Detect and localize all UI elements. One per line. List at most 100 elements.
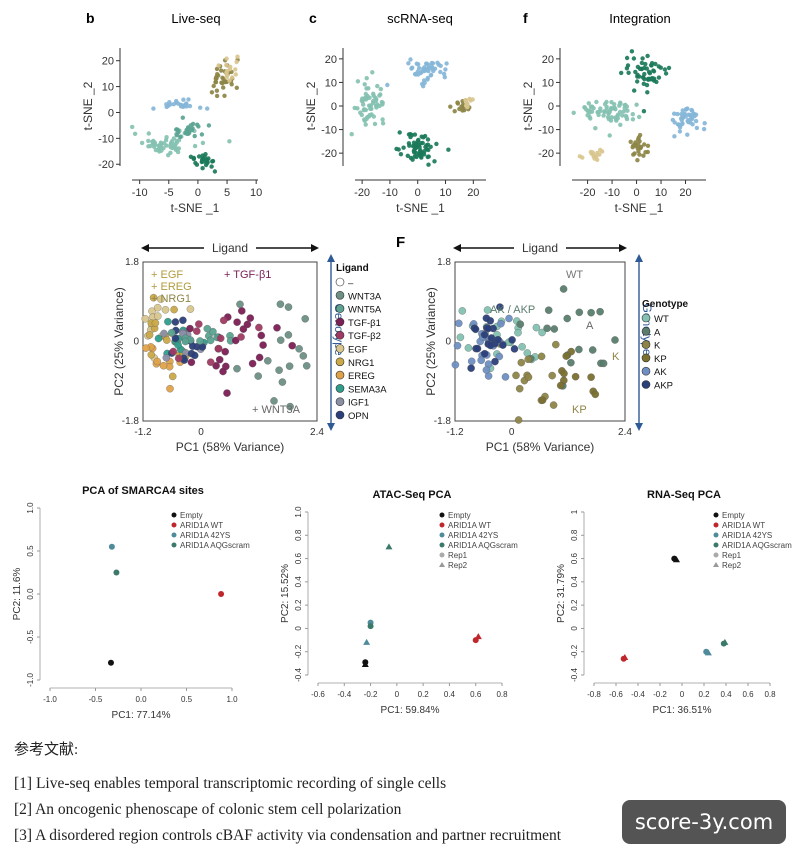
point <box>641 153 646 158</box>
point <box>221 347 229 356</box>
point <box>467 357 476 366</box>
y-axis-label: t-SNE _2 <box>521 81 535 130</box>
legend-swatch <box>439 532 445 538</box>
point <box>151 106 156 111</box>
legend-swatch <box>439 542 445 548</box>
y-tick-label: 20 <box>102 56 114 68</box>
arrow-head <box>635 254 643 262</box>
point-triangle <box>673 556 680 563</box>
x-axis-label: t-SNE _1 <box>396 201 445 215</box>
point <box>477 356 485 365</box>
point <box>158 140 164 145</box>
legend-label: NRG1 <box>348 358 374 369</box>
plot-title: ATAC-Seq PCA <box>372 489 451 501</box>
point <box>206 336 215 345</box>
x-tick-label: 10 <box>250 187 262 199</box>
point <box>213 79 218 85</box>
annotation: A <box>586 320 594 332</box>
point <box>205 160 210 166</box>
point <box>176 130 181 135</box>
legend-swatch <box>713 552 719 558</box>
point <box>276 300 285 308</box>
y-tick-label: -0.2 <box>570 644 579 658</box>
legend-label: EREG <box>348 371 375 382</box>
x-axis-label: t-SNE _1 <box>615 201 664 215</box>
legend-swatch <box>335 384 345 393</box>
point <box>426 162 431 167</box>
reference-item-3[interactable]: [3] A disordered region controls cBAF ac… <box>14 827 562 844</box>
panel-letter-F: F <box>396 234 405 251</box>
annotation: + EREG <box>151 281 192 293</box>
x-tick-label: -20 <box>354 187 370 199</box>
point <box>211 83 216 89</box>
point <box>270 397 278 405</box>
point <box>146 144 151 149</box>
reference-item-1[interactable]: [1] Live-seq enables temporal transcript… <box>14 775 447 792</box>
y-axis-label: PC2 (25% Variance) <box>424 287 438 396</box>
point <box>645 90 650 95</box>
y-tick-label: 0.0 <box>26 588 35 600</box>
x-tick-label: 20 <box>679 187 691 199</box>
x-tick-label: 0.0 <box>135 695 147 704</box>
point <box>604 99 609 105</box>
point <box>378 86 383 92</box>
point <box>160 329 168 338</box>
point <box>214 344 223 353</box>
legend-label: ARID1A WT <box>448 521 491 530</box>
point <box>644 82 650 88</box>
point <box>556 381 565 390</box>
legend-swatch <box>713 542 719 548</box>
point <box>636 142 641 147</box>
point <box>214 88 220 93</box>
point <box>482 366 491 374</box>
legend-swatch <box>171 522 177 528</box>
point <box>587 308 595 317</box>
point <box>174 138 180 144</box>
point <box>145 331 154 339</box>
point <box>471 325 480 334</box>
point <box>385 82 390 88</box>
point <box>560 369 568 378</box>
legend-label: WNT5A <box>348 305 382 316</box>
point <box>168 144 173 150</box>
y-axis-label: PC2: 31.79% <box>556 564 567 623</box>
legend-label: TGF-β2 <box>348 331 381 342</box>
point <box>702 121 707 126</box>
x-tick-label: -10 <box>604 187 620 199</box>
point <box>425 154 430 160</box>
legend-label: ARID1A 42YS <box>722 531 772 540</box>
y-tick-label: -0.2 <box>294 644 303 658</box>
point <box>643 61 648 67</box>
y-tick-label: 0.2 <box>294 599 303 611</box>
point <box>380 100 385 105</box>
point <box>167 328 176 337</box>
point <box>532 323 541 332</box>
y-tick-label: -10 <box>98 133 114 145</box>
arrow-head <box>311 244 319 252</box>
point <box>189 127 195 133</box>
y-tick-label: -10 <box>321 125 337 137</box>
point <box>653 61 658 67</box>
point <box>235 54 240 59</box>
legend-label: SEMA3A <box>348 384 387 395</box>
panel-rna-seq-pca: RNA-Seq PCA -0.8 -0.6 -0.4 -0.2 0 0.2 0.4 0.6 0.8… <box>556 489 792 716</box>
point <box>363 91 368 97</box>
x-tick-label: -0.2 <box>653 690 667 699</box>
point <box>666 65 672 71</box>
point <box>637 114 642 120</box>
point <box>647 76 652 82</box>
point <box>552 340 560 349</box>
y-tick-label: 1.8 <box>437 257 451 268</box>
point <box>461 106 466 111</box>
point <box>637 152 642 157</box>
point <box>192 133 197 139</box>
point <box>212 362 220 370</box>
point <box>174 354 183 363</box>
point <box>614 117 619 122</box>
annotation: + WNT3A <box>252 404 301 416</box>
point <box>606 110 611 116</box>
annotation: AK / AKP <box>490 304 535 316</box>
reference-item-2[interactable]: [2] An oncogenic phenoscape of colonic s… <box>14 801 402 818</box>
plot-frame <box>454 261 626 422</box>
x-axis-label: PC1: 77.14% <box>112 710 171 721</box>
